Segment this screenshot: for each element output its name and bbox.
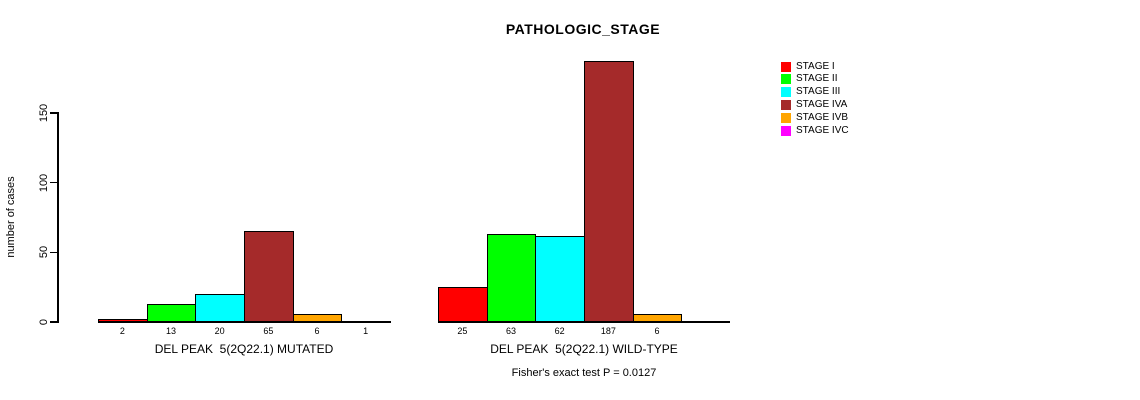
bar [195,294,245,322]
bar-value-label: 1 [363,326,369,336]
y-tick-label: 150 [38,103,50,123]
bar-value-label: 6 [314,326,320,336]
legend-swatch [781,61,791,72]
bar-value-label: 13 [165,326,177,336]
bar-value-label: 25 [457,326,468,336]
y-tick [50,321,57,323]
x-axis-line [438,321,731,323]
bar [341,320,391,323]
legend-label: STAGE IVC [796,124,849,136]
legend-label: STAGE IVB [796,111,849,123]
y-tick-label: 0 [38,318,50,326]
legend-item: STAGE IVC [781,125,849,136]
bar-value-label: 2 [119,326,125,336]
bar-value-label: 20 [214,326,225,336]
y-tick [50,112,57,114]
legend-swatch [781,74,791,85]
bar-value-label: 65 [263,326,274,336]
legend-swatch [781,87,791,98]
legend-item: STAGE IVA [781,99,847,110]
legend-label: STAGE II [796,73,838,85]
bar [146,303,197,322]
y-tick [50,251,57,254]
bar [244,231,294,322]
legend-swatch [781,99,791,110]
legend-item: STAGE II [781,74,838,85]
x-axis-line [98,321,391,323]
group-label: DEL PEAK 5(2Q22.1) WILD-TYPE [490,342,678,356]
legend-item: STAGE III [781,87,840,98]
bar [535,235,585,322]
bar [486,234,537,322]
bar-value-label: 6 [654,326,660,336]
legend-label: STAGE III [796,86,841,98]
chart-title: PATHOLOGIC_STAGE [505,21,661,37]
legend-item: STAGE IVB [781,112,848,123]
bar [632,313,683,322]
legend-label: STAGE I [796,60,835,72]
legend-item: STAGE I [781,61,835,72]
group-label: DEL PEAK 5(2Q22.1) MUTATED [154,342,334,356]
bar [292,313,343,322]
footnote: Fisher's exact test P = 0.0127 [511,367,657,379]
bar [584,61,634,322]
bar-value-label: 63 [505,326,517,336]
y-axis-line [57,112,59,323]
y-tick-label: 100 [38,173,50,192]
legend-swatch [781,125,791,136]
y-tick-label: 50 [38,246,50,259]
bar-value-label: 62 [554,326,565,336]
bar [438,287,488,322]
legend-swatch [781,112,791,123]
y-tick [50,181,57,184]
legend-label: STAGE IVA [796,98,848,110]
bar-value-label: 187 [600,326,616,336]
bar [98,319,148,322]
